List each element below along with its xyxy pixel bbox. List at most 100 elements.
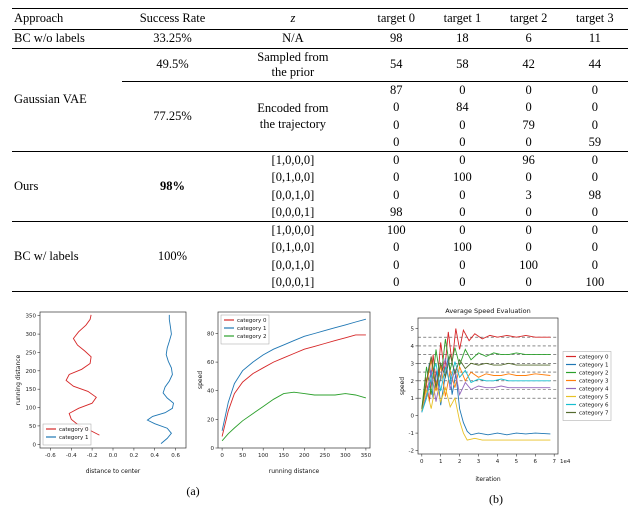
cell: 98 bbox=[389, 204, 403, 219]
svg-text:category 0: category 0 bbox=[237, 318, 267, 324]
svg-text:250: 250 bbox=[26, 350, 37, 356]
row-ours-0: Ours 98% [1,0,0,0] 0 0 96 0 bbox=[12, 151, 628, 222]
svg-text:-2: -2 bbox=[409, 449, 414, 455]
cell: 0 bbox=[429, 151, 496, 170]
svg-text:50: 50 bbox=[29, 424, 36, 430]
svg-text:distance to center: distance to center bbox=[86, 468, 141, 475]
cell: 0 bbox=[591, 100, 598, 115]
svg-text:speed: speed bbox=[399, 377, 406, 395]
row-vae-sampled: Gaussian VAE 49.5% Sampled from the prio… bbox=[12, 47, 628, 152]
svg-text:category 0: category 0 bbox=[59, 427, 89, 433]
chart-average-speed-evaluation: 0 1 2 3 4 5 6 7 -2 -1 0 1 2 3 4 5 Average Speed Evaluati… bbox=[396, 304, 628, 489]
cell: 100 bbox=[585, 274, 605, 289]
svg-text:category 1: category 1 bbox=[59, 435, 89, 441]
cell: BC w/o labels bbox=[14, 31, 85, 46]
svg-text:0: 0 bbox=[211, 446, 215, 452]
cell: 0 bbox=[459, 83, 466, 97]
cell: 98 bbox=[389, 31, 403, 46]
svg-text:150: 150 bbox=[26, 387, 37, 393]
caption-b: (b) bbox=[489, 492, 503, 506]
svg-text:speed: speed bbox=[197, 371, 204, 389]
z-text: Encoded from the trajectory bbox=[257, 101, 329, 131]
cell: 0 bbox=[393, 240, 400, 255]
cell: 0 bbox=[459, 274, 466, 289]
svg-text:350: 350 bbox=[26, 314, 37, 320]
svg-text:2: 2 bbox=[411, 379, 415, 385]
col-header-approach: Approach bbox=[12, 8, 123, 31]
svg-text:200: 200 bbox=[26, 369, 37, 375]
svg-text:1: 1 bbox=[411, 396, 415, 402]
cell: 0 bbox=[525, 100, 532, 115]
svg-text:category 6: category 6 bbox=[579, 403, 609, 409]
row-ours-1: [0,1,0,0] 0 100 0 0 bbox=[12, 169, 628, 186]
cell: 0 bbox=[459, 187, 466, 202]
cell: 0 bbox=[591, 170, 598, 185]
cell: 0 bbox=[525, 274, 532, 289]
row-ours-3: [0,0,0,1] 98 0 0 0 bbox=[12, 204, 628, 222]
svg-text:-0.6: -0.6 bbox=[45, 453, 56, 459]
svg-text:0.6: 0.6 bbox=[171, 453, 180, 459]
svg-text:category 5: category 5 bbox=[579, 395, 609, 401]
col-header-target-1: target 1 bbox=[429, 8, 496, 31]
svg-text:-0.2: -0.2 bbox=[87, 453, 98, 459]
svg-text:category 0: category 0 bbox=[579, 355, 609, 361]
svg-text:1: 1 bbox=[439, 459, 443, 465]
cell: [0,0,0,1] bbox=[271, 204, 315, 219]
results-table: Approach Success Rate z target 0 target … bbox=[12, 8, 628, 292]
svg-text:50: 50 bbox=[239, 453, 246, 459]
svg-text:iteration: iteration bbox=[475, 476, 501, 483]
cell: 0 bbox=[393, 117, 400, 132]
chart-svg: -0.6 -0.4 -0.2 0.0 0.2 0.4 0.6 0 50 100 150 200 250 3… bbox=[15, 311, 187, 475]
cell: 0 bbox=[591, 117, 598, 132]
cell: Gaussian VAE bbox=[12, 47, 123, 152]
svg-text:300: 300 bbox=[340, 453, 351, 459]
svg-text:4: 4 bbox=[496, 459, 500, 465]
row-vae-encoded-2: 0 0 79 0 bbox=[12, 117, 628, 134]
svg-text:-1: -1 bbox=[409, 431, 414, 437]
col-header-target-0: target 0 bbox=[363, 8, 430, 31]
cell: 0 bbox=[525, 134, 532, 149]
svg-text:80: 80 bbox=[207, 332, 214, 338]
cell: [0,0,1,0] bbox=[271, 187, 315, 202]
svg-text:category 7: category 7 bbox=[579, 411, 609, 417]
svg-text:-0.4: -0.4 bbox=[66, 453, 77, 459]
row-bcw-2: [0,0,1,0] 0 0 100 0 bbox=[12, 257, 628, 274]
chart-svg: 0 50 100 150 200 250 300 350 0 20 40 60 80 running di… bbox=[197, 311, 372, 475]
cell: 0 bbox=[393, 100, 400, 115]
cell: 0 bbox=[495, 221, 562, 240]
svg-text:6: 6 bbox=[534, 459, 538, 465]
svg-text:running distance: running distance bbox=[15, 354, 22, 405]
svg-text:150: 150 bbox=[278, 453, 289, 459]
cell: 0 bbox=[591, 240, 598, 255]
cell: 79 bbox=[522, 117, 535, 132]
cell: 98% bbox=[122, 151, 223, 222]
svg-text:3: 3 bbox=[477, 459, 481, 465]
cell: Encoded from the trajectory bbox=[223, 82, 363, 152]
cell: 96 bbox=[495, 151, 562, 170]
cell: [1,0,0,0] bbox=[222, 151, 364, 170]
chart-running-distance-vs-center: -0.6 -0.4 -0.2 0.0 0.2 0.4 0.6 0 50 100 150 200 250 3… bbox=[12, 304, 190, 481]
row-bcw-0: BC w/ labels 100% [1,0,0,0] 100 0 0 0 bbox=[12, 221, 628, 292]
cell: 0 bbox=[363, 151, 430, 170]
cell: 0 bbox=[525, 204, 532, 219]
caption-a: (a) bbox=[186, 484, 200, 498]
cell: N/A bbox=[282, 31, 304, 46]
cell: 0 bbox=[393, 170, 400, 185]
svg-text:0.0: 0.0 bbox=[109, 453, 118, 459]
cell: [0,1,0,0] bbox=[271, 240, 315, 255]
cell: 59 bbox=[588, 134, 602, 149]
cell: [1,0,0,0] bbox=[222, 221, 364, 240]
cell: 58 bbox=[429, 47, 496, 82]
cell: Sampled from the prior bbox=[222, 47, 364, 82]
cell: 0 bbox=[459, 257, 466, 272]
cell: 11 bbox=[588, 31, 601, 46]
col-header-z: z bbox=[222, 8, 364, 31]
svg-text:0: 0 bbox=[420, 459, 424, 465]
cell: 54 bbox=[363, 47, 430, 82]
col-header-target-3: target 3 bbox=[561, 8, 628, 31]
cell: 0 bbox=[459, 134, 466, 149]
cell: 33.25% bbox=[153, 31, 192, 46]
cell: 0 bbox=[525, 83, 532, 97]
svg-text:100: 100 bbox=[258, 453, 269, 459]
figure-group-b: 0 1 2 3 4 5 6 7 -2 -1 0 1 2 3 4 5 Average Speed Evaluati… bbox=[396, 304, 628, 507]
